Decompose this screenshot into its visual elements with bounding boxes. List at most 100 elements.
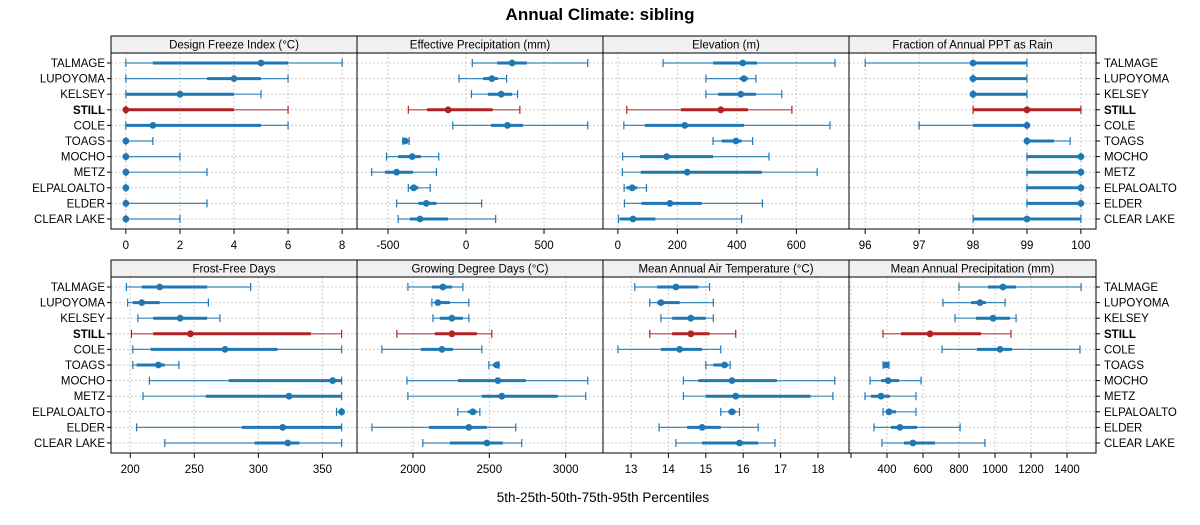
x-tick-label: 0 xyxy=(463,240,469,252)
median-point xyxy=(687,314,695,322)
median-point xyxy=(969,90,977,98)
x-axis-label: 5th-25th-50th-75th-95th Percentiles xyxy=(497,490,710,505)
site-label: TALMAGE xyxy=(51,282,105,294)
median-point xyxy=(122,106,130,114)
x-tick-label: 16 xyxy=(737,464,750,476)
median-point xyxy=(176,90,184,98)
median-point xyxy=(1023,137,1031,145)
site-label: COLE xyxy=(1104,344,1136,356)
site-label: TOAGS xyxy=(65,136,105,148)
x-tick-label: 8 xyxy=(339,240,345,252)
panel-strip-title: Mean Annual Precipitation (mm) xyxy=(891,264,1055,276)
site-label: MOCHO xyxy=(1104,376,1148,388)
site-label: COLE xyxy=(74,344,106,356)
x-tick-label: 96 xyxy=(859,240,872,252)
site-label: COLE xyxy=(1104,120,1136,132)
x-tick-label: 1200 xyxy=(1018,464,1044,476)
panel-6: Growing Degree Days (°C) 2000 2500 3000 xyxy=(356,259,604,476)
data-marks xyxy=(371,283,589,447)
median-point xyxy=(508,59,516,67)
site-label: METZ xyxy=(1104,167,1135,179)
data-marks xyxy=(122,59,343,223)
site-label: STILL xyxy=(1104,105,1136,117)
site-labels-right: TALMAGE LUPOYOMA KELSEY STILL COLE TOAGS MOCHO… xyxy=(1096,282,1177,450)
median-point xyxy=(969,59,977,67)
site-label: CLEAR LAKE xyxy=(34,214,105,226)
median-point xyxy=(628,184,636,192)
median-point xyxy=(448,314,456,322)
x-tick-label: 0 xyxy=(615,240,621,252)
median-point xyxy=(329,377,337,384)
median-point xyxy=(732,137,740,145)
x-tick-label: 3000 xyxy=(553,464,579,476)
x-tick-label: 2500 xyxy=(477,464,503,476)
x-tick-label: 300 xyxy=(249,464,268,476)
panel-1: Design Freeze Index (°C) 0 2 4 6 8 TALMAGE LUPO… xyxy=(32,35,358,252)
x-tick-label: 99 xyxy=(1021,240,1034,252)
data-marks xyxy=(864,283,1082,447)
x-axis: 13 14 15 16 17 18 xyxy=(625,453,824,476)
site-label: LUPOYOMA xyxy=(1104,74,1170,86)
x-tick-label: 400 xyxy=(727,240,746,252)
x-tick-label: 800 xyxy=(949,464,968,476)
site-label: MOCHO xyxy=(61,376,105,388)
median-point xyxy=(122,215,130,223)
site-label: TOAGS xyxy=(1104,360,1144,372)
site-label: STILL xyxy=(73,329,105,341)
median-point xyxy=(122,168,130,176)
median-point xyxy=(122,153,130,161)
median-point xyxy=(138,299,146,306)
panel-strip-title: Growing Degree Days (°C) xyxy=(412,264,549,276)
median-point xyxy=(676,346,684,353)
panel-2: Effective Precipitation (mm) -500 0 500 xyxy=(356,35,604,252)
median-point xyxy=(393,168,401,176)
median-point xyxy=(257,59,265,67)
panel-5: Frost-Free Days 200 250 300 350 TALMAGE LUPOYO… xyxy=(32,259,358,476)
median-point xyxy=(416,215,424,223)
site-label: METZ xyxy=(1104,391,1135,403)
site-label: MOCHO xyxy=(1104,152,1148,164)
median-point xyxy=(230,75,238,82)
x-tick-label: 0 xyxy=(123,240,129,252)
site-label: CLEAR LAKE xyxy=(1104,214,1175,226)
x-tick-label: 250 xyxy=(185,464,204,476)
grid-lines xyxy=(357,53,603,229)
median-point xyxy=(657,299,665,306)
x-axis: -500 0 500 xyxy=(377,229,554,252)
median-point xyxy=(401,137,409,145)
median-point xyxy=(1077,200,1085,207)
site-label: KELSEY xyxy=(60,313,105,325)
median-point xyxy=(1077,184,1085,192)
x-tick-label: 14 xyxy=(662,464,675,476)
site-label: METZ xyxy=(74,167,105,179)
median-point xyxy=(736,439,743,447)
site-label: METZ xyxy=(74,391,105,403)
median-point xyxy=(176,314,184,322)
median-point xyxy=(422,200,430,207)
median-point xyxy=(156,283,164,291)
median-point xyxy=(122,137,130,145)
panel-8: Mean Annual Precipitation (mm) 400 600 800 1… xyxy=(848,259,1177,476)
median-point xyxy=(187,330,194,338)
median-point xyxy=(434,299,442,306)
median-point xyxy=(885,408,893,416)
median-point xyxy=(483,439,491,447)
site-label: STILL xyxy=(1104,329,1136,341)
site-labels-left: TALMAGE LUPOYOMA KELSEY STILL COLE TOAGS MOCHO… xyxy=(32,282,111,450)
median-point xyxy=(439,283,447,291)
x-tick-label: 350 xyxy=(313,464,332,476)
median-point xyxy=(989,314,997,322)
median-point xyxy=(155,361,162,369)
panels-layer: Design Freeze Index (°C) 0 2 4 6 8 TALMAGE LUPO… xyxy=(32,35,1177,476)
median-point xyxy=(497,90,505,98)
x-tick-label: 600 xyxy=(913,464,932,476)
median-point xyxy=(629,215,637,223)
x-tick-label: 2 xyxy=(177,240,183,252)
panel-strip-title: Design Freeze Index (°C) xyxy=(169,40,299,52)
x-tick-label: 97 xyxy=(913,240,926,252)
site-label: TOAGS xyxy=(1104,136,1144,148)
x-tick-label: 6 xyxy=(285,240,291,252)
median-point xyxy=(672,283,680,291)
data-marks xyxy=(617,59,836,223)
